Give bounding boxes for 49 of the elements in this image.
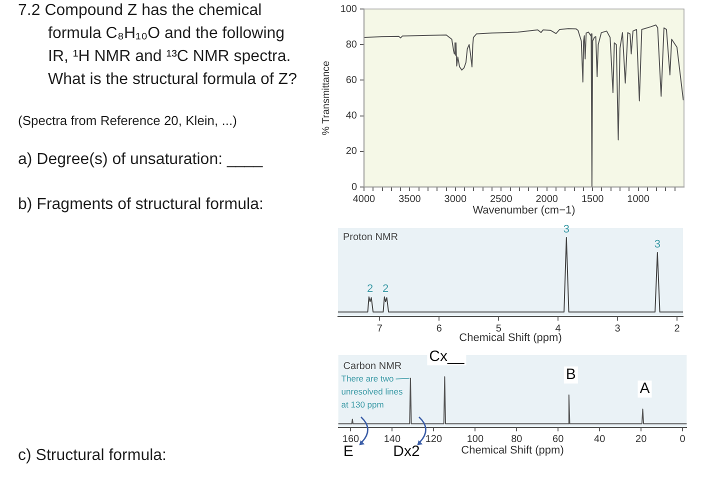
text: b) Fragments of structural formula: [18,196,264,214]
y-tick-label: 0 [351,182,358,193]
annotation: Dx2 [393,442,420,460]
x-tick-label: 0 [680,434,686,446]
x-tick-label: 2500 [490,194,513,205]
x-tick-label: 3000 [444,194,467,205]
x-axis-title: Chemical Shift (ppm) [459,332,562,344]
y-tick-label: 100 [340,4,358,15]
y-tick-label: 80 [346,39,358,50]
x-tick-label: 40 [594,434,606,446]
annotation: There are two unresolved lines at 130 ppm [341,373,403,410]
annotation: 2 [367,282,374,295]
y-tick-label: 40 [346,110,358,122]
x-tick-label: 3500 [398,194,422,205]
text: a) Degree(s) of unsaturation: ____ [18,151,263,169]
x-tick-label: 3 [614,323,621,334]
x-tick-label: 60 [552,434,564,446]
x-tick-label: 20 [636,434,648,446]
x-tick-label: 120 [425,434,442,446]
annotation: 3 [563,224,570,236]
x-tick-label: 4000 [352,194,376,205]
y-tick-label: 20 [346,146,358,158]
annotation: 3 [654,238,660,251]
text: 7.2 Compound Z has the chemical formula C₈H₁₀O and the following IR, ¹H NMR and ¹³C NMR spectra. What is the structural formula of Z? [18,1,298,90]
x-tick-label: 1000 [627,194,650,205]
x-tick-label: 1500 [581,194,604,205]
x-tick-label: 160 [342,434,360,446]
x-tick-label: 80 [511,434,523,446]
x-tick-label: 5 [496,323,502,334]
annotation: E [343,442,354,460]
x-tick-label: 140 [384,434,401,446]
x-tick-label: 4 [555,323,562,334]
y-axis-title: % Transmittance [320,60,332,136]
text: (Spectra from Reference 20, Klein, ...) [18,112,237,130]
annotation: B [566,366,576,384]
annotation: A [640,380,650,398]
annotation: Cx__ [429,348,465,365]
text: c) Structural formula: [18,447,166,465]
chart-title: Proton NMR [343,232,398,243]
x-tick-label: 100 [466,434,484,446]
x-tick-label: 7 [376,323,383,334]
x-axis-title: Chemical Shift (ppm) [461,444,564,457]
y-tick-label: 60 [346,74,358,86]
annotation: 2 [382,282,389,295]
x-tick-label: 2000 [536,194,558,205]
x-tick-label: 2 [674,323,680,334]
chart-title: Carbon NMR [343,360,402,372]
x-axis-title: Wavenumber (cm−1) [472,204,576,216]
x-tick-label: 6 [436,323,442,334]
